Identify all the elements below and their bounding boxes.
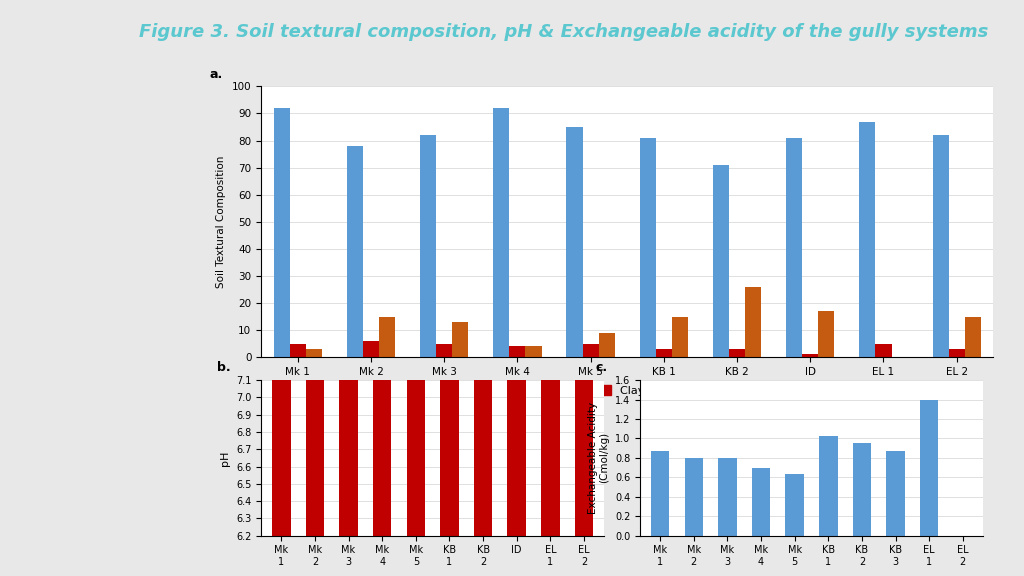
- Bar: [583, 343, 599, 357]
- Bar: [965, 317, 981, 357]
- Bar: [362, 341, 379, 357]
- Bar: [453, 322, 468, 357]
- Bar: [672, 317, 688, 357]
- Bar: [420, 135, 436, 357]
- Bar: [347, 146, 362, 357]
- Bar: [306, 349, 322, 357]
- Bar: [566, 127, 583, 357]
- Bar: [786, 138, 802, 357]
- Bar: [373, 0, 391, 536]
- Bar: [574, 0, 593, 536]
- Bar: [920, 400, 938, 536]
- Bar: [525, 346, 542, 357]
- Bar: [853, 444, 871, 536]
- Bar: [718, 458, 736, 536]
- Bar: [272, 0, 291, 536]
- Bar: [379, 317, 395, 357]
- Bar: [651, 451, 670, 536]
- Bar: [290, 343, 306, 357]
- Text: c.: c.: [595, 361, 607, 374]
- Bar: [436, 343, 453, 357]
- Bar: [729, 349, 745, 357]
- Bar: [745, 287, 761, 357]
- Bar: [785, 475, 804, 536]
- Bar: [887, 451, 905, 536]
- Bar: [494, 108, 509, 357]
- Bar: [508, 0, 526, 536]
- Bar: [273, 108, 290, 357]
- Text: b.: b.: [216, 361, 230, 374]
- Text: Figure 3. Soil textural composition, pH & Exchangeable acidity of the gully syst: Figure 3. Soil textural composition, pH …: [138, 22, 988, 41]
- Bar: [306, 0, 325, 536]
- Bar: [655, 349, 672, 357]
- Bar: [819, 435, 838, 536]
- Bar: [948, 349, 965, 357]
- Bar: [859, 122, 876, 357]
- Bar: [509, 346, 525, 357]
- Bar: [876, 343, 892, 357]
- Text: a.: a.: [210, 68, 223, 81]
- Bar: [933, 135, 948, 357]
- Bar: [685, 458, 703, 536]
- Bar: [599, 333, 614, 357]
- Y-axis label: pH: pH: [220, 450, 230, 465]
- Bar: [802, 354, 818, 357]
- Bar: [752, 468, 770, 536]
- Y-axis label: Exchangeable Acidity
(Cmol/kg): Exchangeable Acidity (Cmol/kg): [588, 402, 609, 514]
- Bar: [640, 138, 655, 357]
- Bar: [818, 311, 835, 357]
- Bar: [713, 165, 729, 357]
- Bar: [339, 0, 357, 536]
- Y-axis label: Soil Textural Composition: Soil Textural Composition: [216, 156, 226, 288]
- Bar: [407, 0, 425, 536]
- Bar: [474, 0, 493, 536]
- Bar: [440, 0, 459, 536]
- Legend: Sand (%), Clay (%), Silt (%): Sand (%), Clay (%), Silt (%): [509, 381, 745, 400]
- Bar: [541, 0, 559, 536]
